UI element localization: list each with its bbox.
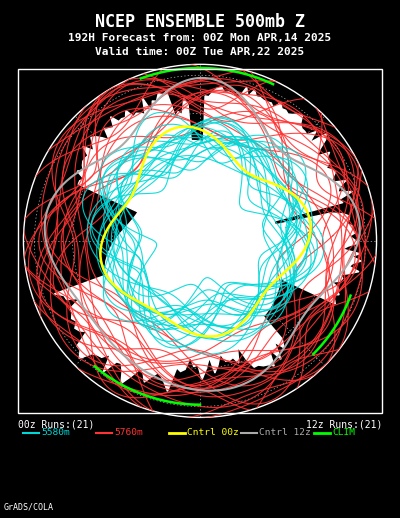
Polygon shape [77,91,194,214]
Text: NCEP ENSEMBLE 500mb Z: NCEP ENSEMBLE 500mb Z [95,13,305,31]
Polygon shape [202,87,352,223]
Text: 00z Runs:(21): 00z Runs:(21) [18,420,94,430]
Bar [18,69,382,413]
Text: 5760m: 5760m [114,428,142,437]
Text: Cntrl 12z: Cntrl 12z [259,428,311,437]
Text: Cntrl 00z: Cntrl 00z [186,428,238,437]
Polygon shape [105,140,283,334]
Text: CLIM: CLIM [332,428,355,437]
Text: Valid time: 00Z Tue APR,22 2025: Valid time: 00Z Tue APR,22 2025 [95,47,305,57]
Text: 192H Forecast from: 00Z Mon APR,14 2025: 192H Forecast from: 00Z Mon APR,14 2025 [68,33,332,43]
Polygon shape [54,263,284,392]
Text: 12z Runs:(21): 12z Runs:(21) [306,420,382,430]
Text: 5580m: 5580m [41,428,70,437]
Text: GrADS/COLA: GrADS/COLA [4,503,54,512]
Polygon shape [266,213,361,304]
